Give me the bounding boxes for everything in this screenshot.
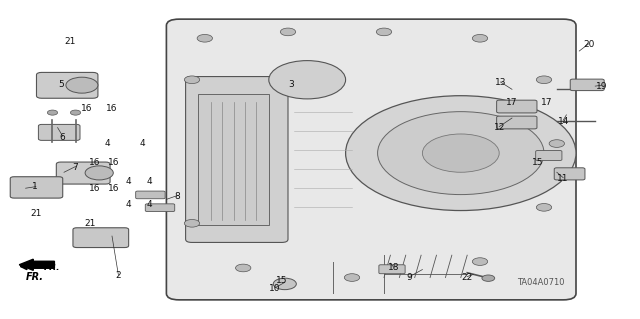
Circle shape xyxy=(47,110,58,115)
Circle shape xyxy=(346,96,576,211)
Circle shape xyxy=(472,34,488,42)
FancyBboxPatch shape xyxy=(166,19,576,300)
Circle shape xyxy=(184,76,200,84)
Text: 18: 18 xyxy=(388,263,399,272)
Text: 6: 6 xyxy=(60,133,65,142)
Text: FR.: FR. xyxy=(26,272,44,282)
Circle shape xyxy=(236,264,251,272)
Text: 14: 14 xyxy=(557,117,569,126)
Text: 4: 4 xyxy=(105,139,110,148)
Text: 17: 17 xyxy=(506,98,518,107)
Text: 9: 9 xyxy=(407,273,412,282)
Text: 17: 17 xyxy=(541,98,553,107)
Circle shape xyxy=(378,112,544,195)
Text: 12: 12 xyxy=(493,123,505,132)
Circle shape xyxy=(197,34,212,42)
Text: 16: 16 xyxy=(106,104,118,113)
FancyBboxPatch shape xyxy=(10,177,63,198)
FancyBboxPatch shape xyxy=(554,168,585,180)
Text: 20: 20 xyxy=(583,40,595,49)
FancyBboxPatch shape xyxy=(36,72,98,98)
Text: 16: 16 xyxy=(89,158,100,167)
Text: 15: 15 xyxy=(532,158,543,167)
Text: 5: 5 xyxy=(58,80,63,89)
Circle shape xyxy=(536,204,552,211)
FancyBboxPatch shape xyxy=(198,94,269,225)
Text: FR.: FR. xyxy=(44,263,60,272)
Text: 21: 21 xyxy=(65,37,76,46)
Text: TA04A0710: TA04A0710 xyxy=(517,278,564,287)
FancyBboxPatch shape xyxy=(379,265,405,274)
Circle shape xyxy=(85,166,113,180)
Circle shape xyxy=(472,258,488,265)
Text: 4: 4 xyxy=(147,200,152,209)
FancyBboxPatch shape xyxy=(136,191,165,199)
Circle shape xyxy=(376,28,392,36)
Circle shape xyxy=(549,140,564,147)
Circle shape xyxy=(273,278,296,290)
Text: 16: 16 xyxy=(108,184,120,193)
Text: 21: 21 xyxy=(30,209,42,218)
Text: 11: 11 xyxy=(557,174,569,183)
Text: 22: 22 xyxy=(461,273,473,282)
Text: 4: 4 xyxy=(147,177,152,186)
Text: 13: 13 xyxy=(495,78,506,87)
Text: 4: 4 xyxy=(125,200,131,209)
FancyBboxPatch shape xyxy=(38,124,80,140)
Circle shape xyxy=(422,134,499,172)
FancyBboxPatch shape xyxy=(56,162,110,184)
FancyBboxPatch shape xyxy=(186,77,288,242)
Circle shape xyxy=(66,77,98,93)
FancyBboxPatch shape xyxy=(536,151,562,160)
Circle shape xyxy=(344,274,360,281)
FancyBboxPatch shape xyxy=(497,100,537,113)
Text: 16: 16 xyxy=(81,104,92,113)
Text: 7: 7 xyxy=(73,163,78,172)
Text: 15: 15 xyxy=(276,276,287,285)
Text: 4: 4 xyxy=(140,139,145,148)
Circle shape xyxy=(482,275,495,281)
Circle shape xyxy=(280,28,296,36)
Text: 16: 16 xyxy=(108,158,120,167)
Text: 16: 16 xyxy=(89,184,100,193)
Text: 1: 1 xyxy=(33,182,38,191)
Text: 2: 2 xyxy=(116,271,121,280)
Text: 3: 3 xyxy=(289,80,294,89)
Text: 19: 19 xyxy=(596,82,607,91)
Circle shape xyxy=(269,61,346,99)
Circle shape xyxy=(536,76,552,84)
FancyBboxPatch shape xyxy=(73,228,129,248)
Circle shape xyxy=(184,219,200,227)
Text: 4: 4 xyxy=(125,177,131,186)
FancyBboxPatch shape xyxy=(570,79,604,91)
FancyBboxPatch shape xyxy=(145,204,175,211)
FancyBboxPatch shape xyxy=(497,116,537,129)
FancyArrow shape xyxy=(19,259,54,270)
Text: 8: 8 xyxy=(175,192,180,201)
Text: 21: 21 xyxy=(84,219,95,228)
Circle shape xyxy=(70,110,81,115)
Text: 10: 10 xyxy=(269,284,281,293)
